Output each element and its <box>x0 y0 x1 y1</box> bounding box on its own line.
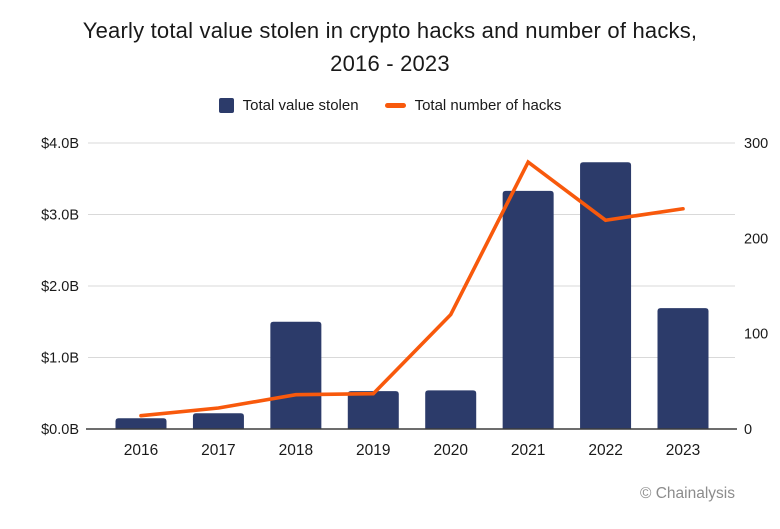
x-axis-tick-label: 2022 <box>588 442 622 459</box>
legend-label-total-number-of-hacks: Total number of hacks <box>414 97 562 114</box>
chart-title-line-1: Yearly total value stolen in crypto hack… <box>82 18 698 43</box>
x-axis-tick-label: 2020 <box>433 442 468 459</box>
bar-2018 <box>270 321 322 429</box>
left-axis-tick-label: $1.0B <box>41 351 79 367</box>
bar-2022 <box>580 162 632 429</box>
right-axis-tick-label: 100 <box>744 327 768 343</box>
chart-title-line-2: 2016 - 2023 <box>330 51 450 76</box>
legend: Total value stolen Total number of hacks <box>0 97 780 114</box>
bar-2017 <box>192 413 244 429</box>
left-axis-tick-label: $0.0B <box>41 422 79 438</box>
x-axis-tick-label: 2017 <box>201 442 235 459</box>
bar-2023 <box>657 308 709 429</box>
left-axis-tick-label: $4.0B <box>41 136 79 152</box>
bar-2019 <box>347 391 399 429</box>
left-axis-tick-label: $3.0B <box>41 208 79 224</box>
chart-title: Yearly total value stolen in crypto hack… <box>0 14 780 80</box>
right-axis-tick-label: 300 <box>744 136 768 152</box>
legend-item-total-value-stolen: Total value stolen <box>218 97 359 114</box>
bar-2016 <box>115 418 167 429</box>
x-axis-tick-label: 2018 <box>279 442 313 459</box>
hacks-line <box>139 159 685 418</box>
bar-series-swatch-icon <box>218 98 234 113</box>
legend-label-total-value-stolen: Total value stolen <box>242 97 359 114</box>
x-axis-tick-label: 2021 <box>511 442 545 459</box>
left-axis-tick-label: $2.0B <box>41 279 79 295</box>
line-series-swatch-icon <box>384 102 406 109</box>
right-axis-tick-label: 200 <box>744 231 768 247</box>
copyright-credit: © Chainalysis <box>640 485 735 502</box>
legend-item-total-number-of-hacks: Total number of hacks <box>384 97 562 114</box>
x-axis-tick-label: 2016 <box>124 442 158 459</box>
x-axis-tick-label: 2023 <box>666 442 700 459</box>
bar-2021 <box>502 190 554 429</box>
bar-2020 <box>425 390 477 429</box>
right-axis-tick-label: 0 <box>744 422 752 438</box>
x-axis-tick-label: 2019 <box>356 442 390 459</box>
